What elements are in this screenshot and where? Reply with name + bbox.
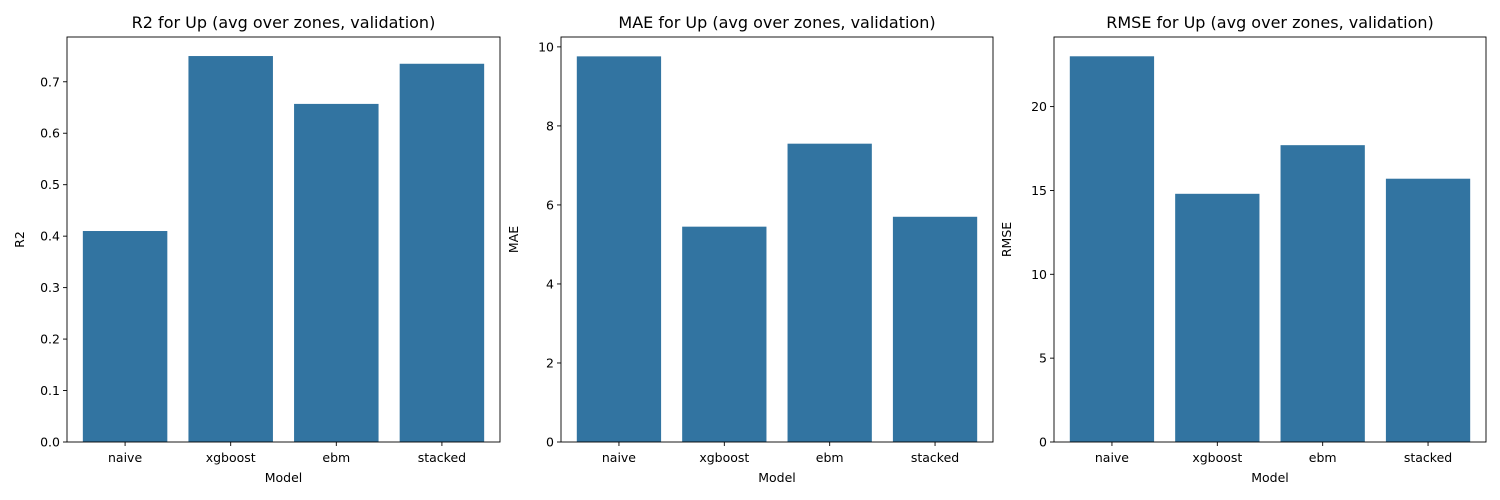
- rmse-bar-xgboost: [1175, 193, 1260, 442]
- r2-ytick-label: 0.4: [40, 229, 60, 244]
- r2-ytick-label: 0.2: [40, 332, 60, 347]
- mae-xtick-label: xgboost: [699, 450, 749, 465]
- rmse-xtick-label: stacked: [1404, 450, 1452, 465]
- rmse-y-axis-label: RMSE: [999, 222, 1014, 257]
- rmse-bar-stacked: [1385, 178, 1471, 442]
- rmse-x-axis-label: Model: [1251, 470, 1289, 485]
- r2-xtick-label: naive: [108, 450, 142, 465]
- rmse-ytick-label: 10: [1031, 267, 1047, 282]
- mae-ytick-label: 2: [546, 355, 554, 370]
- r2-bar-xgboost: [188, 56, 273, 442]
- mae-bar-stacked: [892, 216, 978, 442]
- mae-ytick-label: 0: [546, 435, 554, 450]
- mae-bar-ebm: [787, 143, 872, 442]
- rmse-ytick-label: 5: [1039, 351, 1047, 366]
- mae-bar-naive: [576, 56, 662, 443]
- mae-chart-title: MAE for Up (avg over zones, validation): [618, 13, 935, 32]
- r2-x-axis-label: Model: [265, 470, 303, 485]
- mae-ytick-label: 8: [546, 118, 554, 133]
- rmse-chart: 0 5 10 15 20 naive xgboost ebm stacked RMSE for U…: [999, 13, 1487, 485]
- mae-ytick-label: 10: [538, 39, 554, 54]
- r2-bar-naive: [82, 231, 168, 442]
- mae-xtick-label: ebm: [816, 450, 844, 465]
- r2-ytick-label: 0.6: [40, 126, 60, 141]
- rmse-ytick-label: 15: [1031, 183, 1047, 198]
- mae-xtick-label: stacked: [911, 450, 959, 465]
- r2-xtick-label: stacked: [418, 450, 466, 465]
- r2-ytick-label: 0.0: [40, 435, 60, 450]
- r2-chart: 0.0 0.1 0.2 0.3 0.4 0.5 0.6 0.7 naive xgboost ebm s…: [12, 13, 501, 485]
- r2-axes-frame: [66, 36, 501, 443]
- mae-ytick-label: 6: [546, 197, 554, 212]
- rmse-ytick-label: 20: [1031, 99, 1047, 114]
- r2-ytick-label: 0.1: [40, 383, 60, 398]
- mae-chart: 0 2 4 6 8 10 naive xgboost ebm stacked MAE for Up …: [506, 13, 994, 485]
- r2-ytick-label: 0.7: [40, 74, 60, 89]
- mae-x-axis-label: Model: [758, 470, 796, 485]
- r2-xtick-label: ebm: [322, 450, 350, 465]
- r2-bar-ebm: [294, 103, 379, 443]
- mae-axes-frame: [560, 36, 994, 443]
- rmse-xtick-label: ebm: [1309, 450, 1337, 465]
- r2-xtick-label: xgboost: [206, 450, 256, 465]
- mae-bar-xgboost: [682, 226, 767, 442]
- rmse-xtick-label: xgboost: [1192, 450, 1242, 465]
- mae-xtick-label: naive: [602, 450, 636, 465]
- r2-bar-stacked: [399, 63, 485, 442]
- rmse-bar-naive: [1069, 56, 1155, 442]
- rmse-bar-ebm: [1280, 145, 1365, 443]
- mae-y-axis-label: MAE: [506, 226, 521, 253]
- rmse-axes-frame: [1053, 36, 1487, 443]
- r2-chart-title: R2 for Up (avg over zones, validation): [132, 13, 436, 32]
- mae-ytick-label: 4: [546, 276, 554, 291]
- rmse-xtick-label: naive: [1095, 450, 1129, 465]
- r2-ytick-label: 0.3: [40, 280, 60, 295]
- rmse-ytick-label: 0: [1039, 435, 1047, 450]
- r2-y-axis-label: R2: [12, 231, 27, 248]
- rmse-chart-title: RMSE for Up (avg over zones, validation): [1106, 13, 1434, 32]
- r2-ytick-label: 0.5: [40, 177, 60, 192]
